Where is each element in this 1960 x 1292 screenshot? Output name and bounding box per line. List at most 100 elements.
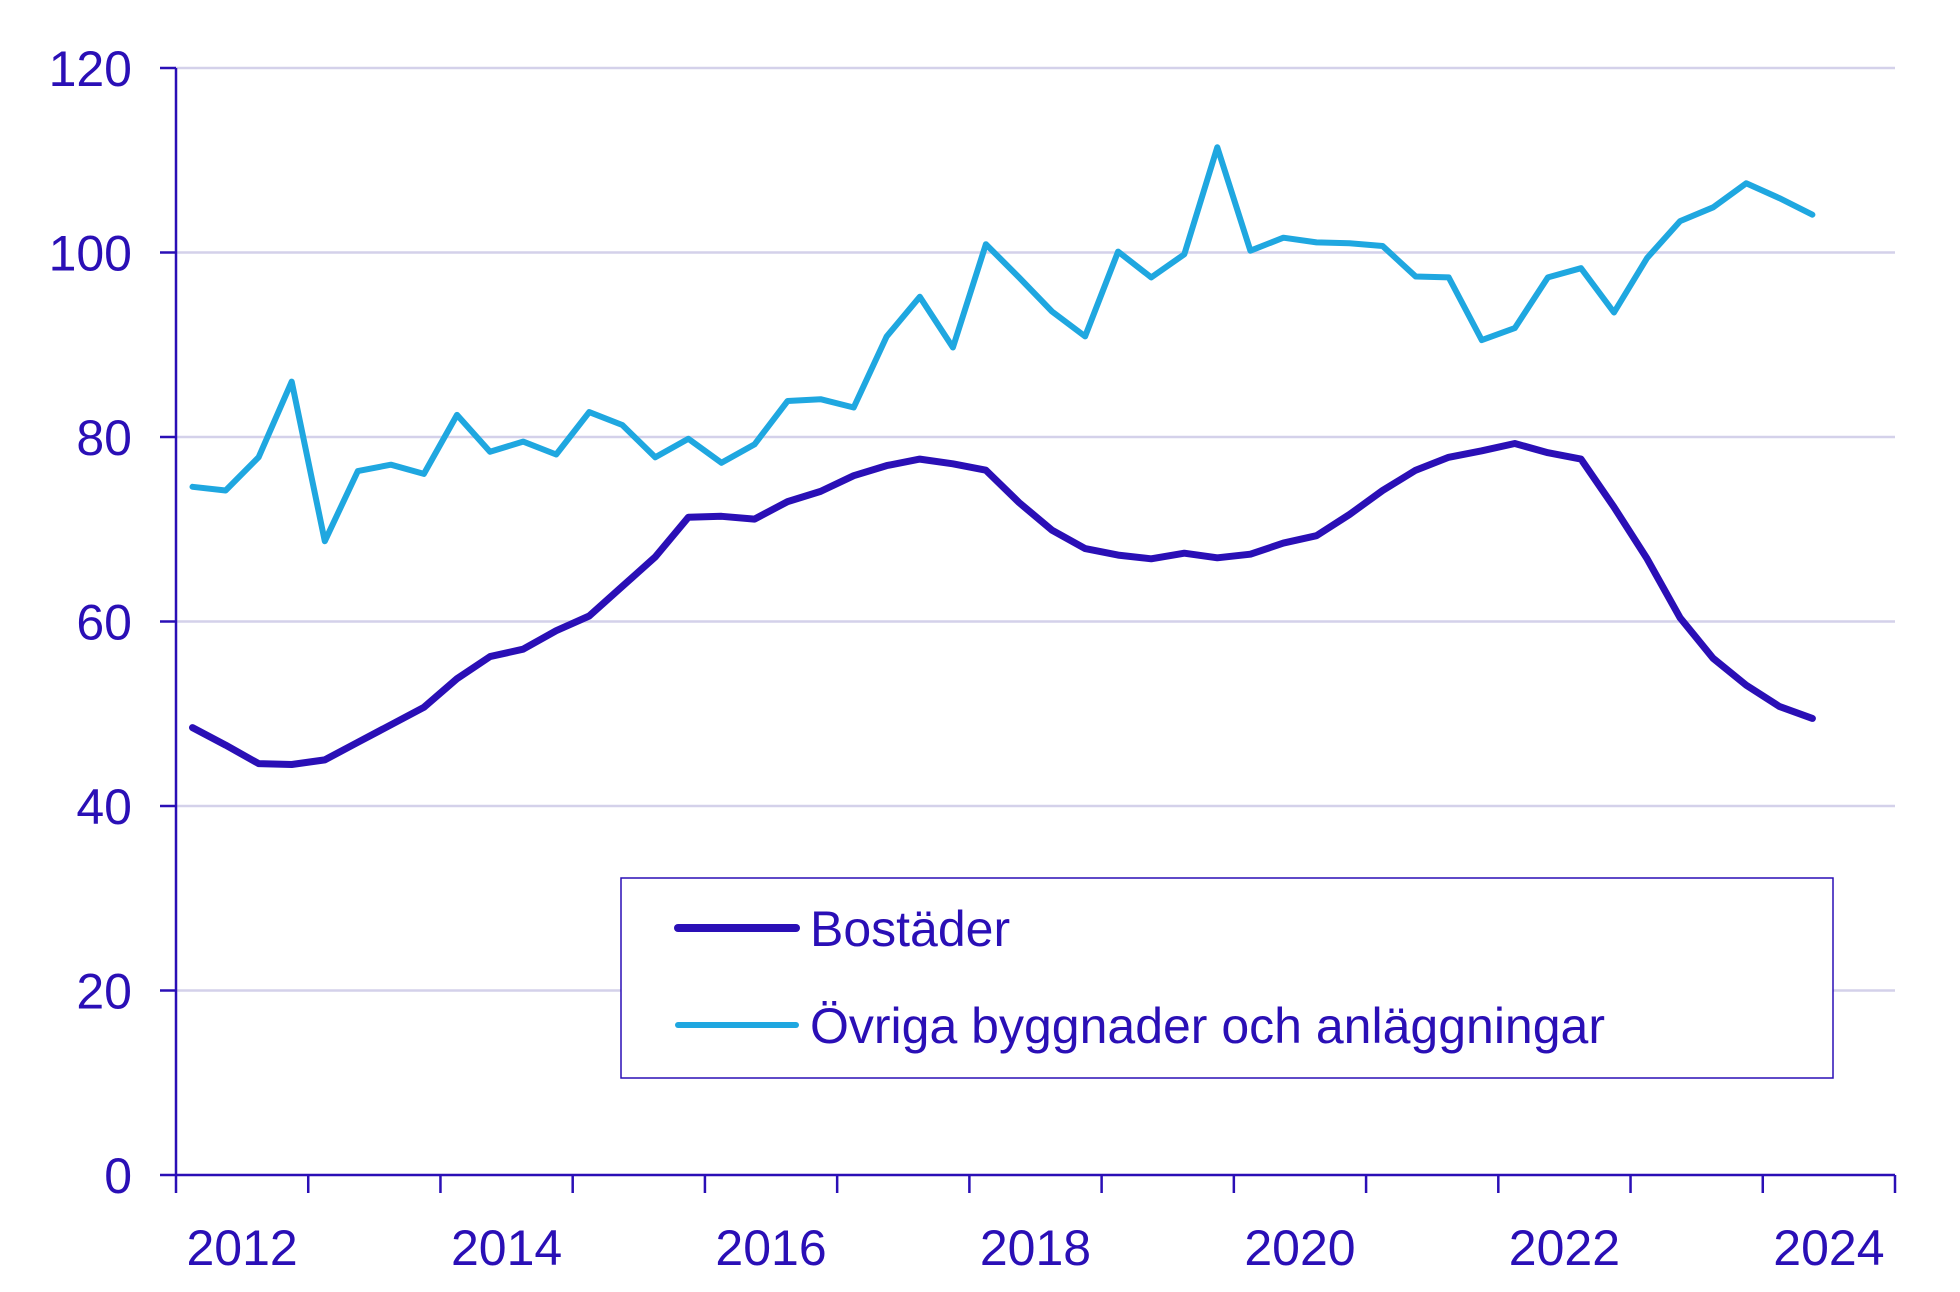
y-tick-label: 0 [104,1148,132,1204]
data-point [192,486,193,487]
data-point [1614,312,1615,313]
data-point [787,401,788,402]
series-line-bostader [189,440,1816,768]
data-point [1217,557,1218,558]
data-point [556,454,557,455]
series-lines [189,144,1816,768]
data-point [1085,548,1086,549]
y-tick-label: 100 [49,226,132,282]
data-point [1217,147,1218,148]
data-point [1779,198,1780,199]
x-tick-label: 2022 [1509,1220,1620,1276]
data-point [919,459,920,460]
data-point [655,457,656,458]
data-point [622,586,623,587]
data-point [688,438,689,439]
data-point [1250,554,1251,555]
data-point [1349,243,1350,244]
data-point [523,649,524,650]
data-point [1680,617,1681,618]
data-point [721,462,722,463]
data-point [754,444,755,445]
data-point [1448,457,1449,458]
data-point [886,465,887,466]
x-axis: 2012 2014 2016 2018 2020 2022 2024 [174,1173,1897,1276]
data-point [886,336,887,337]
data-point [457,678,458,679]
data-point [192,727,193,728]
data-point [556,630,557,631]
x-tick-label: 2024 [1773,1220,1884,1276]
x-tick-label: 2012 [186,1220,297,1276]
data-point [952,463,953,464]
data-point [1746,685,1747,686]
data-point [1547,452,1548,453]
data-point [1415,276,1416,277]
data-point [1316,535,1317,536]
data-point [390,724,391,725]
data-point [1019,502,1020,503]
data-point [1514,328,1515,329]
data-point [1382,246,1383,247]
data-point [1019,277,1020,278]
y-axis: 0 20 40 60 80 100 120 [49,41,178,1204]
data-point [1184,254,1185,255]
data-point [1052,311,1053,312]
data-point [423,707,424,708]
x-tick-label: 2020 [1244,1220,1355,1276]
data-point [423,473,424,474]
data-point [853,475,854,476]
data-point [589,412,590,413]
data-point [1118,251,1119,252]
data-point [655,556,656,557]
legend: Bostäder Övriga byggnader och anläggning… [620,877,1834,1079]
data-point [1713,207,1714,208]
data-point [952,347,953,348]
data-point [1481,340,1482,341]
data-point [1118,555,1119,556]
data-point [324,759,325,760]
data-point [1448,277,1449,278]
data-point [258,763,259,764]
data-point [1283,237,1284,238]
data-point [1713,658,1714,659]
data-point [1746,183,1747,184]
data-point [1680,221,1681,222]
y-tick-label: 60 [76,595,132,651]
data-point [820,491,821,492]
legend-label-bostader: Bostäder [810,901,1010,957]
data-point [1614,507,1615,508]
x-tick-label: 2016 [715,1220,826,1276]
data-point [357,471,358,472]
data-point [787,501,788,502]
data-point [1647,258,1648,259]
data-point [754,519,755,520]
y-tick-label: 80 [76,410,132,466]
y-tick-label: 20 [76,964,132,1020]
data-point [1349,514,1350,515]
data-point [853,407,854,408]
data-point [1514,443,1515,444]
data-point [985,470,986,471]
data-point [1382,490,1383,491]
data-point [1779,706,1780,707]
data-point [225,490,226,491]
data-point [324,541,325,542]
data-point [589,616,590,617]
data-point [490,451,491,452]
legend-box [620,877,1834,1079]
data-point [1812,214,1813,215]
data-point [291,764,292,765]
data-point [1283,543,1284,544]
data-point [1250,250,1251,251]
data-point [1481,450,1482,451]
data-point [820,399,821,400]
data-point [225,745,226,746]
data-point [1415,470,1416,471]
data-point [1547,277,1548,278]
data-point [1151,558,1152,559]
legend-label-ovriga: Övriga byggnader och anläggningar [810,998,1605,1054]
data-point [1085,336,1086,337]
data-point [1812,718,1813,719]
